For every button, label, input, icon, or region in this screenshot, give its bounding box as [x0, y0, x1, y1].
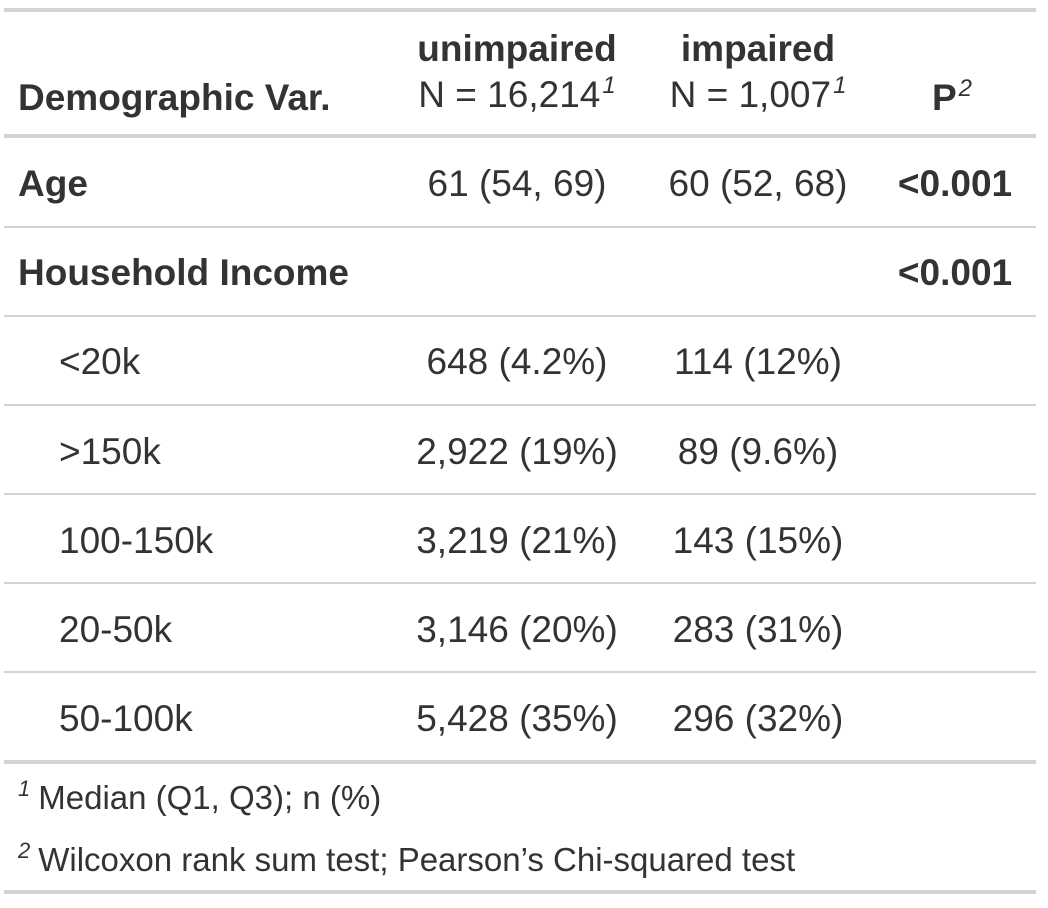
header-impaired-name: impaired	[680, 28, 836, 69]
row-divider	[4, 671, 1036, 673]
header-unimpaired-n: N = 16,214	[418, 74, 601, 115]
row-impaired-value: 114 (12%)	[674, 341, 842, 382]
row-divider	[4, 582, 1036, 584]
header-label-column: Demographic Var.	[18, 77, 331, 118]
row-unimpaired-value: 5,428 (35%)	[416, 698, 618, 739]
row-label: Age	[18, 163, 88, 204]
row-label: Household Income	[18, 252, 349, 293]
header-unimpaired-name: unimpaired	[417, 28, 617, 69]
row-unimpaired-value: 3,146 (20%)	[416, 609, 618, 650]
footnote: 2 Wilcoxon rank sum test; Pearson’s Chi-s…	[18, 840, 795, 880]
row-impaired-value: 143 (15%)	[672, 520, 844, 561]
row-label: >150k	[59, 431, 161, 472]
row-divider	[4, 493, 1036, 495]
row-label: 50-100k	[59, 698, 193, 739]
row-impaired-value: 60 (52, 68)	[668, 163, 848, 204]
header-bottom-rule	[4, 134, 1036, 138]
row-label: <20k	[59, 341, 141, 382]
row-label: 100-150k	[59, 520, 214, 561]
header-p-footnote-mark: 2	[958, 75, 973, 102]
row-unimpaired-value: 3,219 (21%)	[416, 520, 618, 561]
row-impaired-value: 296 (32%)	[672, 698, 844, 739]
row-impaired-value: 89 (9.6%)	[677, 431, 839, 472]
footnote-text: Wilcoxon rank sum test; Pearson’s Chi-sq…	[38, 841, 796, 878]
row-divider	[4, 315, 1036, 317]
footnote: 1 Median (Q1, Q3); n (%)	[18, 778, 381, 818]
header-impaired-footnote-mark: 1	[833, 72, 847, 99]
table-bottom-rule	[4, 890, 1036, 894]
footnote-mark: 2	[18, 838, 31, 863]
header-p-value: P2	[932, 76, 972, 120]
table-top-rule	[4, 8, 1036, 12]
footnote-mark: 1	[18, 776, 31, 801]
row-divider	[4, 226, 1036, 228]
header-impaired-n: N = 1,007	[669, 74, 832, 115]
row-p-value: <0.001	[897, 163, 1013, 204]
header-unimpaired: unimpaired N = 16,2141	[417, 26, 616, 118]
header-unimpaired-footnote-mark: 1	[602, 72, 616, 99]
header-p-label: P	[931, 77, 957, 118]
row-divider	[4, 404, 1036, 406]
row-label: 20-50k	[59, 609, 173, 650]
header-impaired: impaired N = 1,0071	[670, 26, 847, 118]
row-unimpaired-value: 61 (54, 69)	[427, 163, 607, 204]
row-p-value: <0.001	[897, 252, 1013, 293]
row-unimpaired-value: 2,922 (19%)	[416, 431, 618, 472]
row-unimpaired-value: 648 (4.2%)	[426, 341, 608, 382]
row-impaired-value: 283 (31%)	[672, 609, 844, 650]
table-body-bottom-rule	[4, 760, 1036, 764]
footnote-text: Median (Q1, Q3); n (%)	[38, 779, 382, 816]
